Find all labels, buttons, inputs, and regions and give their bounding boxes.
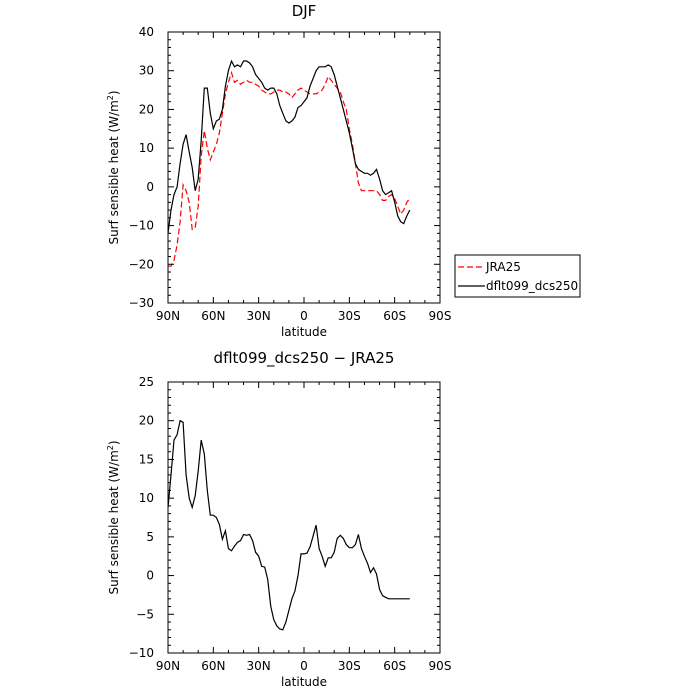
plot-frame [167,381,441,654]
x-axis-label: latitude [281,325,327,339]
x-tick-label: 60N [201,659,225,673]
y-tick-label: 40 [139,25,154,39]
x-tick-label: 30N [247,659,271,673]
y-tick-label: 30 [139,64,154,78]
y-axis-label-main: Surf sensible heat (W/m [107,450,121,594]
plot-frame [167,31,441,304]
legend: JRA25 dflt099_dcs250 [454,254,581,298]
x-tick-label: 30N [247,309,271,323]
chart-title: dflt099_dcs250 − JRA25 [214,349,395,368]
x-tick-label: 0 [300,659,308,673]
series-line-jra25 [168,70,411,267]
y-tick-label: −20 [129,257,154,271]
y-axis-label-main: Surf sensible heat (W/m [107,100,121,244]
y-tick-label: −5 [136,607,154,621]
legend-label: JRA25 [485,260,521,274]
x-tick-label: 60N [201,309,225,323]
y-tick-label: −10 [129,646,154,660]
y-tick-label: 20 [139,414,154,428]
y-axis-label: Surf sensible heat (W/m2) [106,90,121,244]
x-tick-label: 90N [156,309,180,323]
y-tick-label: 0 [146,569,154,583]
chart-panel-1: DJF 90N 60N 30N 0 30S 60S 90S −30 −20 −10 0 10 20 30 40… [106,2,581,339]
x-tick-label: 90S [429,309,452,323]
y-tick-label: 25 [139,375,154,389]
x-tick-label: 30S [338,309,361,323]
y-tick-label: −30 [129,296,154,310]
y-tick-label: 0 [146,180,154,194]
x-tick-label: 60S [383,659,406,673]
x-tick-label: 60S [383,309,406,323]
y-tick-label: 10 [139,141,154,155]
series-line-difference [168,419,410,631]
chart-panel-2: dflt099_dcs250 − JRA25 90N 60N 30N 0 30S 60S 90… [106,349,451,689]
y-tick-label: 5 [146,530,154,544]
x-tick-label: 0 [300,309,308,323]
x-tick-label: 30S [338,659,361,673]
chart-title: DJF [292,2,317,20]
x-axis-label: latitude [281,675,327,689]
y-axis-label-end: ) [107,440,121,445]
series-line-dflt099-dcs250 [168,59,411,234]
x-tick-label: 90N [156,659,180,673]
y-axis-label-superscript: 2 [106,95,115,100]
y-axis-label: Surf sensible heat (W/m2) [106,440,121,594]
y-tick-label: 10 [139,491,154,505]
legend-box [454,254,581,298]
x-tick-label: 90S [429,659,452,673]
y-axis-label-end: ) [107,90,121,95]
y-tick-label: 20 [139,102,154,116]
y-tick-label: 15 [139,452,154,466]
y-axis-label-superscript: 2 [106,445,115,450]
y-tick-label: −10 [129,219,154,233]
legend-label: dflt099_dcs250 [486,279,578,293]
